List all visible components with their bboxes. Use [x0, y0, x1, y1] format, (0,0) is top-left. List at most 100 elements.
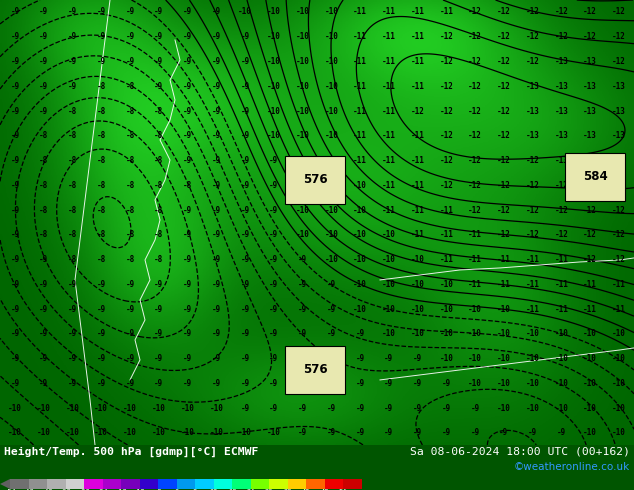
Text: -9: -9	[240, 379, 250, 388]
Text: -9: -9	[183, 230, 192, 239]
Text: -9: -9	[470, 404, 480, 413]
Text: -9: -9	[298, 255, 307, 264]
Text: -9: -9	[528, 428, 538, 438]
Text: -11: -11	[353, 106, 367, 116]
Text: -9: -9	[212, 106, 221, 116]
Text: -9: -9	[10, 156, 20, 165]
Text: -12: -12	[439, 82, 453, 91]
Text: -9: -9	[154, 7, 164, 17]
Text: -9: -9	[298, 280, 307, 289]
Text: -11: -11	[382, 156, 396, 165]
Text: -12: -12	[612, 32, 626, 41]
Text: -10: -10	[612, 428, 626, 438]
Text: -9: -9	[240, 354, 250, 363]
Text: -10: -10	[325, 82, 339, 91]
Text: -9: -9	[212, 354, 221, 363]
Bar	[325, 479, 343, 489]
Text: -10: -10	[469, 354, 482, 363]
Text: -11: -11	[439, 7, 453, 17]
Text: -9: -9	[39, 7, 48, 17]
Text: -9: -9	[68, 57, 77, 66]
Text: -9: -9	[212, 280, 221, 289]
Text: -9: -9	[154, 57, 164, 66]
Text: -10: -10	[325, 181, 339, 190]
Text: -9: -9	[384, 354, 394, 363]
Text: -9: -9	[68, 82, 77, 91]
Text: -10: -10	[439, 280, 453, 289]
Text: -12: -12	[469, 7, 482, 17]
Text: -10: -10	[152, 404, 165, 413]
Text: -13: -13	[583, 82, 597, 91]
Text: -8: -8	[68, 181, 77, 190]
Text: -9: -9	[183, 354, 192, 363]
Text: -10: -10	[8, 404, 22, 413]
Text: -10: -10	[65, 404, 79, 413]
Bar	[269, 479, 287, 489]
Text: -9: -9	[96, 354, 106, 363]
Text: -11: -11	[526, 280, 540, 289]
Text: -12: -12	[497, 206, 511, 215]
Text: 584: 584	[583, 171, 607, 183]
Text: -12: -12	[526, 7, 540, 17]
Text: -10: -10	[267, 32, 281, 41]
Text: -8: -8	[126, 206, 134, 215]
Text: -10: -10	[325, 206, 339, 215]
Text: -9: -9	[269, 379, 278, 388]
Text: -9: -9	[384, 404, 394, 413]
Text: -10: -10	[295, 156, 309, 165]
Text: -9: -9	[183, 131, 192, 140]
Text: -9: -9	[96, 32, 106, 41]
Text: -9: -9	[10, 131, 20, 140]
Text: -13: -13	[612, 131, 626, 140]
Text: -9: -9	[183, 106, 192, 116]
Text: -13: -13	[555, 131, 569, 140]
Text: -11: -11	[469, 280, 482, 289]
Text: -9: -9	[183, 32, 192, 41]
Text: -11: -11	[353, 156, 367, 165]
Text: -9: -9	[39, 329, 48, 339]
Text: -12: -12	[526, 230, 540, 239]
Text: -10: -10	[267, 131, 281, 140]
Text: -12: -12	[612, 230, 626, 239]
Text: -9: -9	[154, 32, 164, 41]
Text: -9: -9	[298, 428, 307, 438]
Text: -9: -9	[442, 428, 451, 438]
Text: -10: -10	[439, 329, 453, 339]
Text: -9: -9	[298, 354, 307, 363]
Text: -10: -10	[555, 354, 569, 363]
Text: -11: -11	[583, 305, 597, 314]
Text: -12: -12	[526, 181, 540, 190]
Bar	[306, 479, 325, 489]
Text: -10: -10	[37, 404, 51, 413]
Text: -10: -10	[295, 106, 309, 116]
Bar	[10, 479, 29, 489]
Text: -9: -9	[327, 354, 336, 363]
Text: -9: -9	[212, 156, 221, 165]
Bar	[214, 479, 232, 489]
Text: -8: -8	[126, 106, 134, 116]
Text: -10: -10	[295, 82, 309, 91]
Text: -11: -11	[353, 131, 367, 140]
Text: -12: -12	[469, 57, 482, 66]
Text: -11: -11	[411, 7, 425, 17]
Text: -9: -9	[327, 329, 336, 339]
Text: -10: -10	[583, 404, 597, 413]
Text: -9: -9	[269, 280, 278, 289]
Text: -11: -11	[411, 181, 425, 190]
Text: -9: -9	[327, 379, 336, 388]
Bar	[121, 479, 139, 489]
Text: -9: -9	[154, 329, 164, 339]
Text: -9: -9	[183, 156, 192, 165]
Text: -12: -12	[612, 7, 626, 17]
Text: -10: -10	[612, 404, 626, 413]
Text: -10: -10	[583, 329, 597, 339]
Text: -9: -9	[126, 379, 134, 388]
Text: -8: -8	[96, 206, 106, 215]
Text: -12: -12	[439, 181, 453, 190]
Text: -9: -9	[68, 329, 77, 339]
Text: -10: -10	[267, 57, 281, 66]
Text: -12: -12	[411, 106, 425, 116]
Text: -9: -9	[39, 255, 48, 264]
Text: -11: -11	[382, 32, 396, 41]
Bar	[29, 479, 47, 489]
